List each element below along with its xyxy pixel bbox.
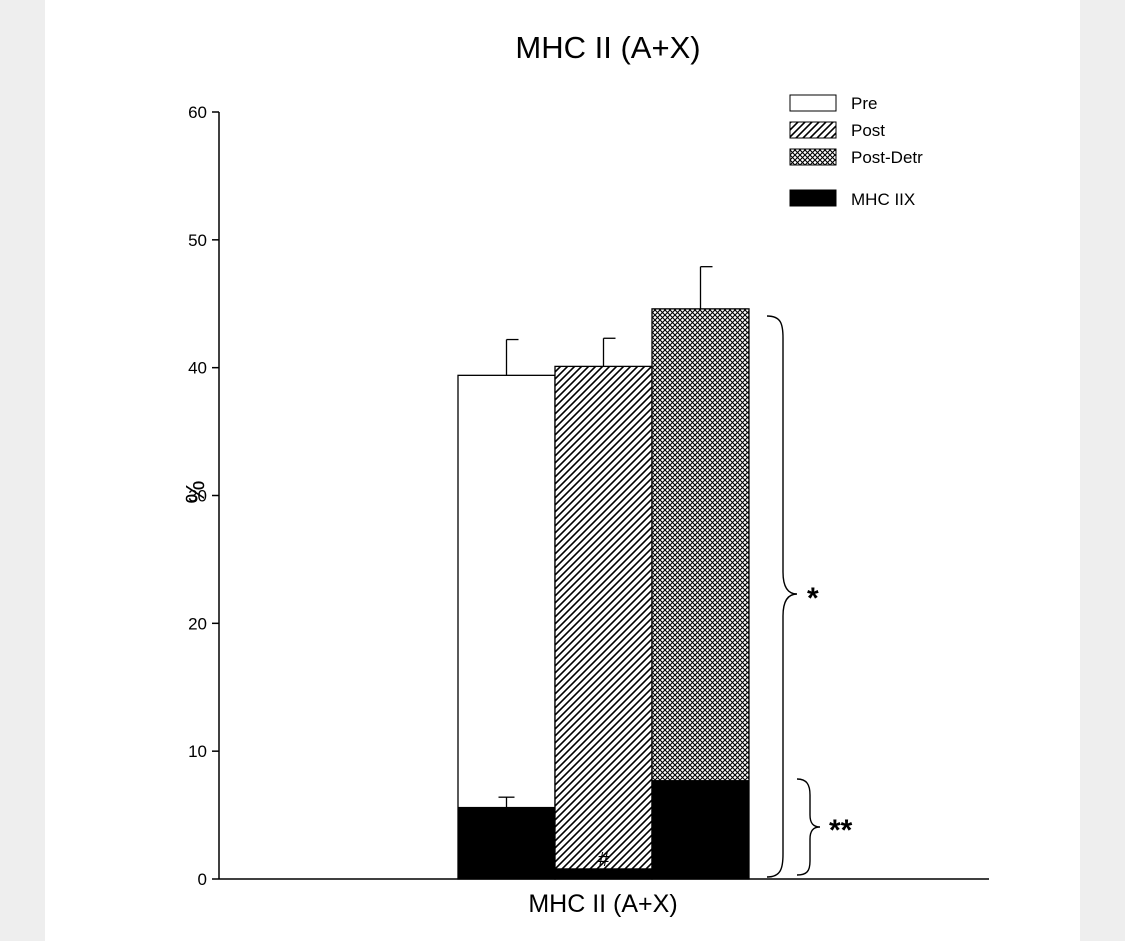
y-tick-label: 10 (188, 742, 207, 761)
legend-swatch-pre (789, 94, 837, 112)
bar-iix-post-detr (651, 780, 750, 880)
bar-chart: MHC II (A+X) % 0 10 20 30 40 50 60 # MHC II (A… (180, 30, 989, 918)
bar-total-post (554, 365, 653, 880)
x-category-label: MHC II (A+X) (528, 890, 677, 918)
bar-iix-pre (457, 806, 556, 880)
legend-label-post-detr: Post-Detr (851, 148, 923, 167)
y-ticks: 0 10 20 30 40 50 60 (188, 103, 219, 889)
legend-label-pre: Pre (851, 94, 877, 113)
y-axis-label: % (180, 480, 210, 503)
iix-significance-marker: ** (829, 814, 853, 847)
chart-title: MHC II (A+X) (515, 30, 700, 65)
total-brace (766, 315, 798, 878)
y-tick-label: 50 (188, 231, 207, 250)
legend-swatch-mhc-iix (789, 189, 837, 207)
legend-swatch-post (789, 121, 837, 139)
iix-brace (796, 778, 821, 876)
bar-total-pre (457, 374, 556, 880)
y-tick-label: 0 (198, 870, 207, 889)
legend-label-mhc-iix: MHC IIX (851, 190, 915, 209)
y-tick-label: 60 (188, 103, 207, 122)
y-tick-label: 20 (188, 614, 207, 633)
legend-label-post: Post (851, 121, 885, 140)
legend-swatch-post-detr (789, 148, 837, 166)
figure-panel: MHC II (A+X) % 0 10 20 30 40 50 60 # MHC II (A… (45, 0, 1080, 941)
y-tick-label: 30 (188, 487, 207, 506)
y-tick-label: 40 (188, 359, 207, 378)
total-significance-marker: * (807, 582, 819, 615)
legend: Pre Post Post-Detr MHC IIX (789, 94, 923, 209)
iix-annotation-post: # (598, 849, 610, 871)
bars: # (457, 266, 750, 880)
